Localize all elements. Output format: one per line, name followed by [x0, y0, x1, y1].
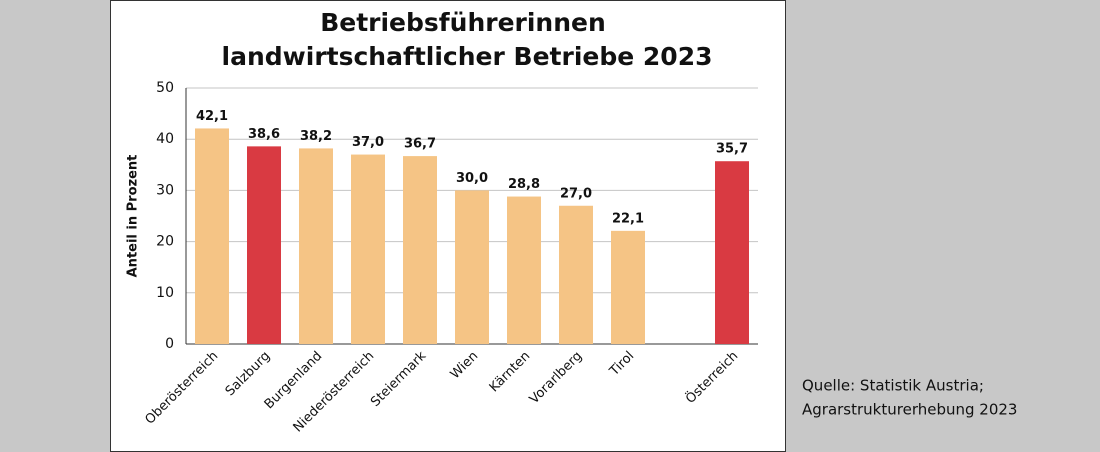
- value-label: 36,7: [404, 137, 436, 152]
- value-label: 28,8: [508, 177, 540, 192]
- value-label: 30,0: [456, 171, 488, 186]
- value-label: 35,7: [716, 142, 748, 157]
- y-tick-label: 10: [156, 285, 174, 301]
- value-label: 38,6: [248, 127, 280, 142]
- y-tick-label: 0: [165, 336, 174, 352]
- bar: [351, 154, 385, 344]
- value-label: 27,0: [560, 186, 592, 201]
- chart-title: Betriebsführerinnen: [320, 8, 606, 37]
- bar: [195, 128, 229, 344]
- bar: [611, 230, 645, 344]
- bar: [455, 190, 489, 344]
- value-label: 22,1: [612, 211, 644, 226]
- y-tick-label: 20: [156, 234, 174, 250]
- value-label: 38,2: [300, 129, 332, 144]
- bar: [715, 161, 749, 344]
- bar: [247, 146, 281, 344]
- chart-title: landwirtschaftlicher Betriebe 2023: [222, 42, 713, 71]
- value-label: 37,0: [352, 135, 384, 150]
- y-tick-label: 50: [156, 80, 174, 96]
- bar: [403, 156, 437, 344]
- source: Agrarstrukturerhebung 2023: [802, 401, 1017, 419]
- bar: [507, 196, 541, 344]
- y-axis-label: Anteil in Prozent: [126, 155, 141, 278]
- bar: [559, 205, 593, 344]
- source: Quelle: Statistik Austria;: [802, 377, 984, 395]
- bar: [299, 148, 333, 344]
- y-tick-label: 30: [156, 182, 174, 198]
- y-tick-label: 40: [156, 131, 174, 147]
- value-label: 42,1: [196, 109, 228, 124]
